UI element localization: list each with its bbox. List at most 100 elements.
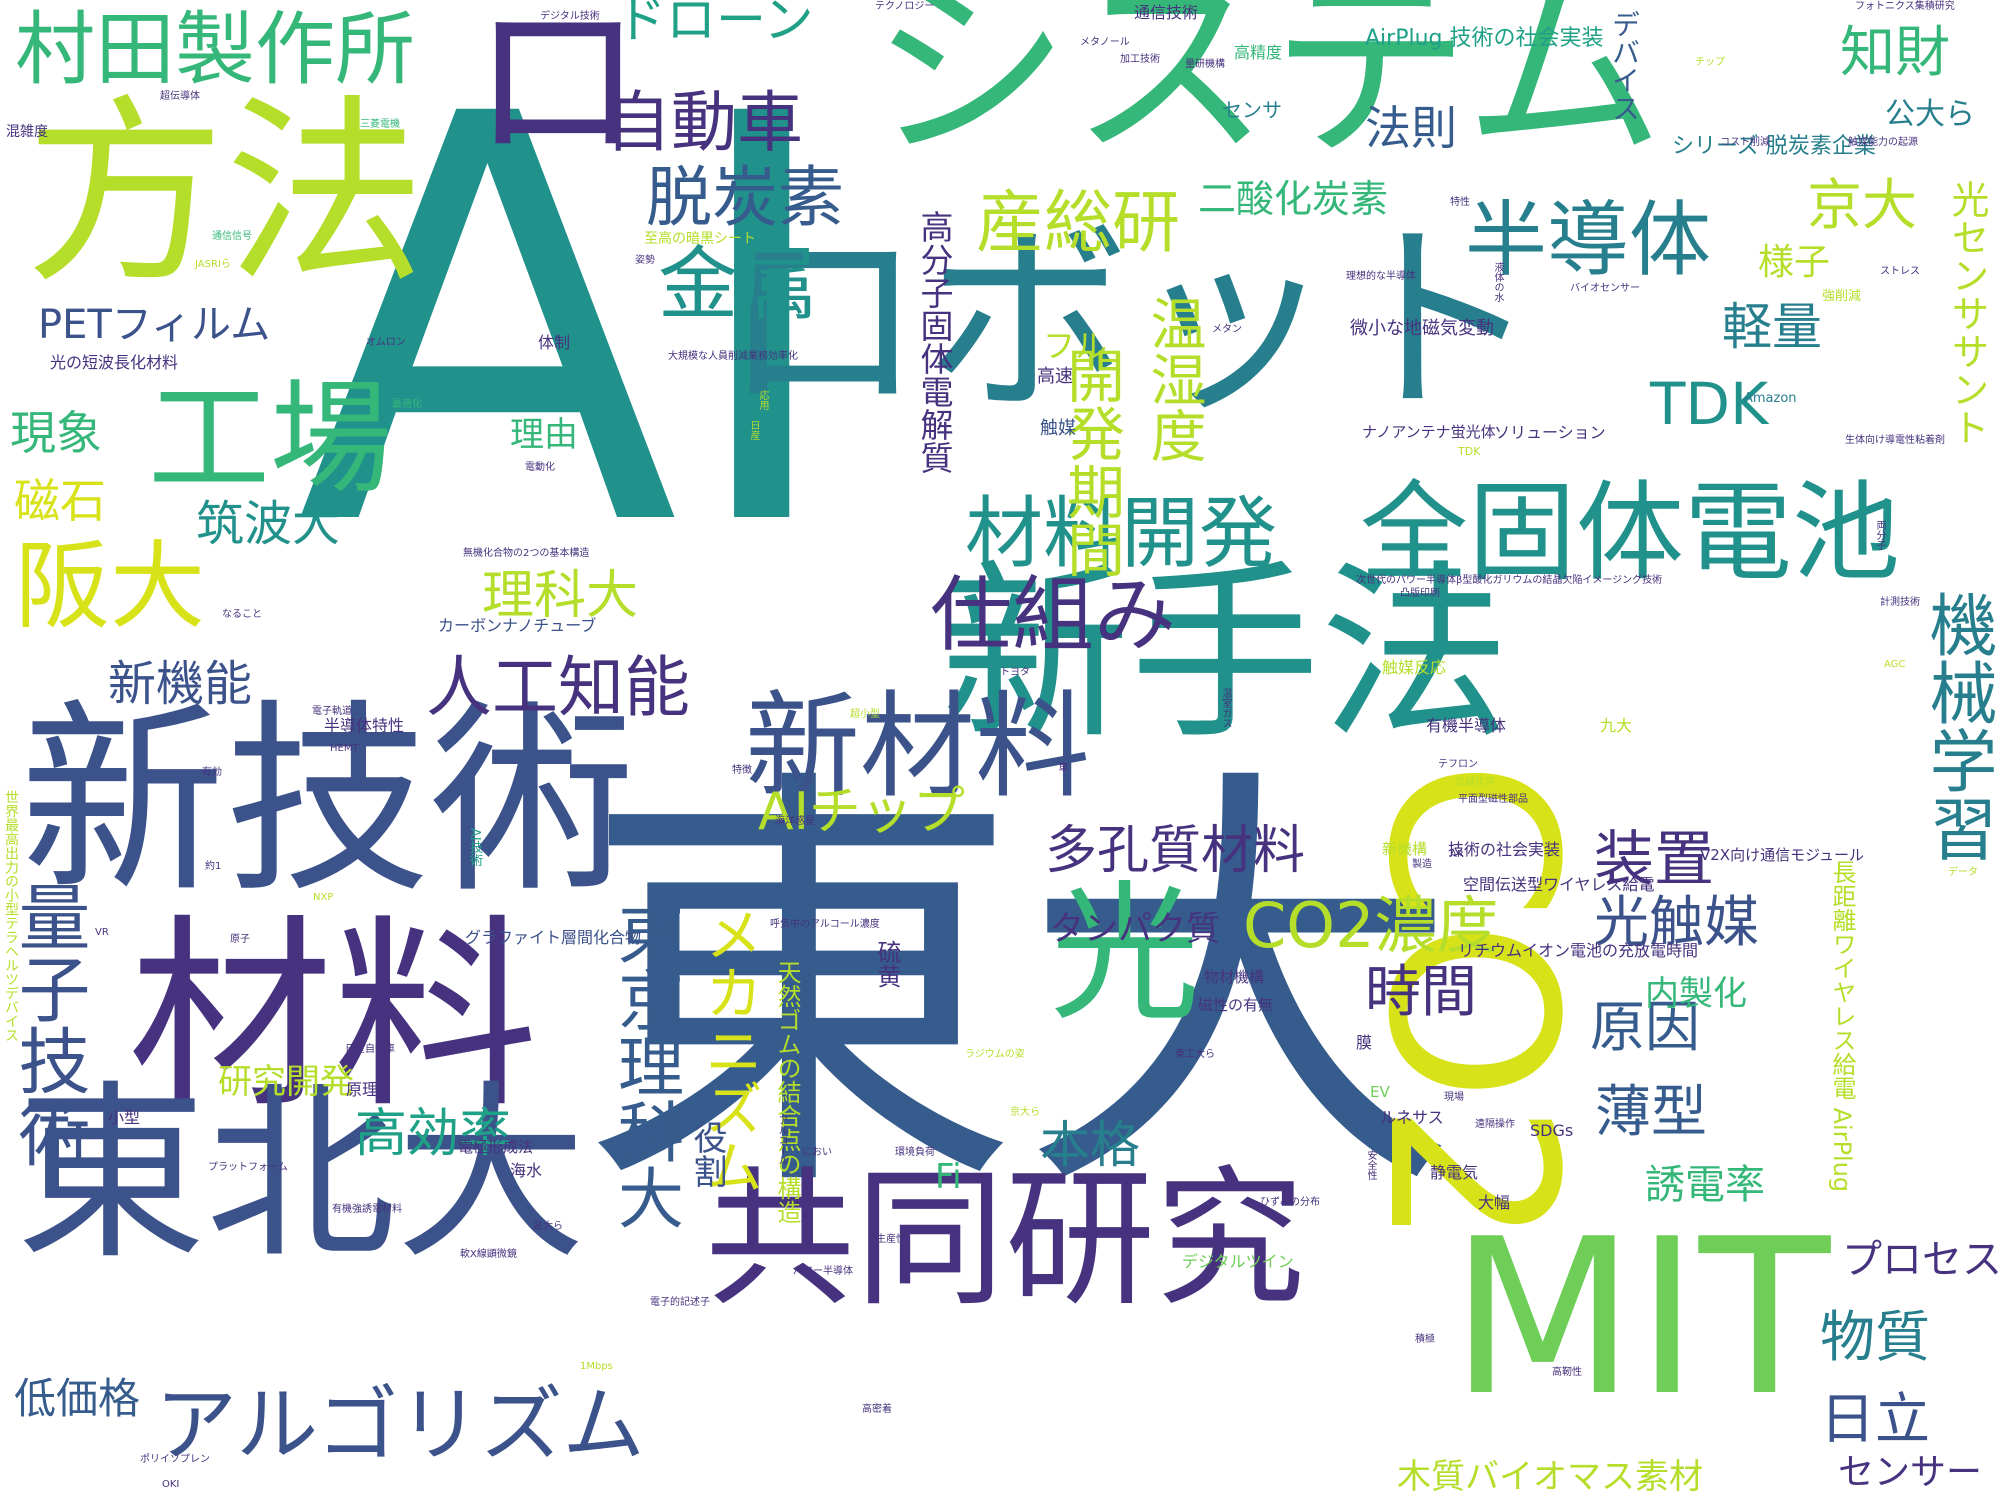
word-shinkiko: 新機構 bbox=[1382, 840, 1428, 858]
word-sdgs: SDGs bbox=[1530, 1121, 1574, 1140]
word-radium: ラジウムの姿 bbox=[965, 1049, 1025, 1060]
word-kikaigakushu: 機械学習 bbox=[1917, 590, 1996, 862]
word-usugata: 薄型 bbox=[1595, 1080, 1707, 1145]
word-nissan: 日産 bbox=[748, 420, 759, 440]
word-bishochijiki: 微小な地磁気変動 bbox=[1350, 318, 1494, 339]
word-jisedai: 次世代のパワー半導体β型酸化ガリウムの結晶欠陥イメージング技術 bbox=[1356, 575, 1663, 586]
word-kogata: 小型 bbox=[108, 1108, 141, 1127]
word-taisei: 体制 bbox=[538, 333, 571, 352]
word-1mbps: 1Mbps bbox=[580, 1361, 613, 1372]
word-kaiyowakusei: 海洋惑星 bbox=[775, 816, 815, 827]
word-keiryo: 軽量 bbox=[1722, 298, 1822, 356]
word-tanpakushitsu: タンパク質 bbox=[1050, 909, 1220, 949]
word-kuruma: 車 bbox=[1056, 762, 1067, 772]
word-naiseika: 内製化 bbox=[1645, 974, 1747, 1014]
word-carbonnanotube: カーボンナノチューブ bbox=[438, 616, 597, 635]
word-kojo: 工場 bbox=[148, 368, 392, 510]
word-shinshuho: 新手法 bbox=[940, 544, 1511, 765]
word-chip: チップ bbox=[1695, 57, 1725, 68]
word-aichip: AIチップ bbox=[758, 782, 965, 842]
word-airplug-shakai: AirPlug 技術の社会実装 bbox=[1365, 26, 1604, 51]
word-narukoto: なること bbox=[222, 609, 262, 620]
word-devices: デバイス bbox=[1608, 10, 1641, 122]
word-kaihatsukikan: 開発期間 bbox=[1057, 346, 1125, 578]
word-polyisoprene: ポリイソプレン bbox=[140, 1454, 210, 1465]
word-mukikagobutsu: 無機化合物の2つの基本構造 bbox=[463, 548, 590, 559]
word-shikonoankoku: 至高の暗黒シート bbox=[644, 231, 756, 247]
word-kaisui: 海水 bbox=[510, 1161, 543, 1180]
word-io: 硫黄 bbox=[873, 940, 901, 988]
word-kankyofuka: 環境負荷 bbox=[895, 1147, 935, 1158]
word-ar: AR bbox=[1450, 849, 1464, 860]
word-stress: ストレス bbox=[1880, 266, 1920, 277]
word-handotai: 半導体 bbox=[1465, 193, 1712, 288]
word-methanol: メタノール bbox=[1080, 37, 1130, 48]
word-process: プロセス bbox=[1842, 1237, 2000, 1283]
word-algorithm: アルゴリズム bbox=[155, 1378, 645, 1473]
word-data: データ bbox=[1948, 867, 1978, 878]
word-furu: フル bbox=[1043, 327, 1108, 365]
word-kyudai: 九大 bbox=[1600, 716, 1633, 735]
word-anzensei: 安全性 bbox=[1365, 1150, 1376, 1180]
word-hikaritanhacho: 光の短波長化材料 bbox=[50, 353, 179, 372]
word-genba: 現場 bbox=[1444, 1092, 1464, 1103]
word-shisei: 姿勢 bbox=[635, 255, 655, 266]
word-koseido: 高精度 bbox=[1234, 43, 1283, 62]
word-mit: MIT bbox=[1450, 1192, 1831, 1443]
word-mechanism: メカニズム bbox=[695, 905, 763, 1195]
word-powerhandotai: パワー半導体 bbox=[793, 1266, 853, 1277]
word-kakogijutsu: 加工技術 bbox=[1120, 54, 1160, 65]
word-takoshitsu: 多孔質材料 bbox=[1045, 821, 1306, 881]
word-shinzairyo: 新材料 bbox=[745, 680, 1091, 814]
word-oyo: 応用 bbox=[757, 390, 768, 410]
word-gensho: 現象 bbox=[10, 406, 102, 460]
word-digitaltwin: デジタルツイン bbox=[1182, 1252, 1294, 1271]
word-nioi: におい bbox=[802, 1147, 832, 1158]
word-alcohol: アルコール bbox=[776, 1115, 787, 1165]
word-mokushitsu: 木質バイオマス素材 bbox=[1397, 1457, 1703, 1497]
word-shikumi: 仕組み bbox=[930, 568, 1177, 663]
word-enkakusosa: 遠隔操作 bbox=[1475, 1119, 1515, 1130]
word-technology: テクノロジー bbox=[875, 1, 935, 12]
word-tsushingijutsu: 通信技術 bbox=[1134, 3, 1199, 22]
word-gijutsushakai: 技術の社会実装 bbox=[1448, 840, 1561, 859]
word-biosensor: バイオセンサー bbox=[1570, 283, 1640, 294]
word-onshitsugas: 温室ガス bbox=[1220, 688, 1231, 728]
word-ryoshi: 量子技術 bbox=[6, 880, 90, 1168]
word-murata: 村田製作所 bbox=[15, 3, 415, 96]
word-kyodokenkyu: 共同研究 bbox=[705, 1153, 1306, 1327]
word-komitchaku: 高密着 bbox=[862, 1404, 892, 1415]
word-nanxsen: 軟X線顕微鏡 bbox=[460, 1249, 517, 1260]
word-ryobunshi: 両分子 bbox=[1874, 520, 1885, 550]
word-hikarisensa: 光センササント bbox=[1945, 180, 1989, 446]
word-handai: 阪大 bbox=[15, 532, 206, 642]
word-kinzoku: 金属 bbox=[658, 238, 818, 331]
word-toppan: 凸版印刷 bbox=[1400, 588, 1440, 599]
word-zairyo: 材料 bbox=[128, 898, 538, 1136]
word-tsushinshingo: 通信信号 bbox=[212, 231, 252, 242]
word-hikari: 光 bbox=[1050, 868, 1201, 1042]
word-jasri: JASRIら bbox=[195, 259, 231, 270]
word-denkyoku: 電極形成法 bbox=[458, 1138, 534, 1156]
word-graphite: グラファイト層間化合物 bbox=[465, 928, 642, 947]
word-nissanjidosha: 日産自動車 bbox=[345, 1044, 395, 1055]
word-hosoku: 法則 bbox=[1365, 101, 1457, 155]
word-yudenritsu: 誘電率 bbox=[1645, 1162, 1765, 1208]
word-tohokudai: 東北大 bbox=[16, 1064, 587, 1285]
word-kyodai: 京大 bbox=[1807, 173, 1918, 237]
word-ev: EV bbox=[1370, 1083, 1390, 1101]
word-konzatsudo: 混雑度 bbox=[6, 124, 48, 140]
word-butsuzai: 物材機構 bbox=[1204, 968, 1265, 986]
word-nisankatanso: 二酸化炭素 bbox=[1198, 177, 1389, 221]
word-kyodaira: 京大ら bbox=[1010, 1107, 1040, 1118]
word-rikadai: 理科大 bbox=[482, 566, 639, 626]
word-tokucho: 特徴 bbox=[732, 765, 752, 776]
word-kobunshi: 高分子固体電解質 bbox=[915, 210, 954, 474]
word-costsakugen: コスト削減 bbox=[1720, 137, 1770, 148]
word-seizo: 製造 bbox=[1412, 859, 1432, 870]
word-v2x: V2X向け通信モジュール bbox=[1700, 846, 1865, 864]
word-hizumi: ひずみの分布 bbox=[1260, 1197, 1320, 1208]
word-sansoken: 産総研 bbox=[976, 184, 1181, 263]
word-denshikido: 電子軌道 bbox=[312, 706, 352, 717]
